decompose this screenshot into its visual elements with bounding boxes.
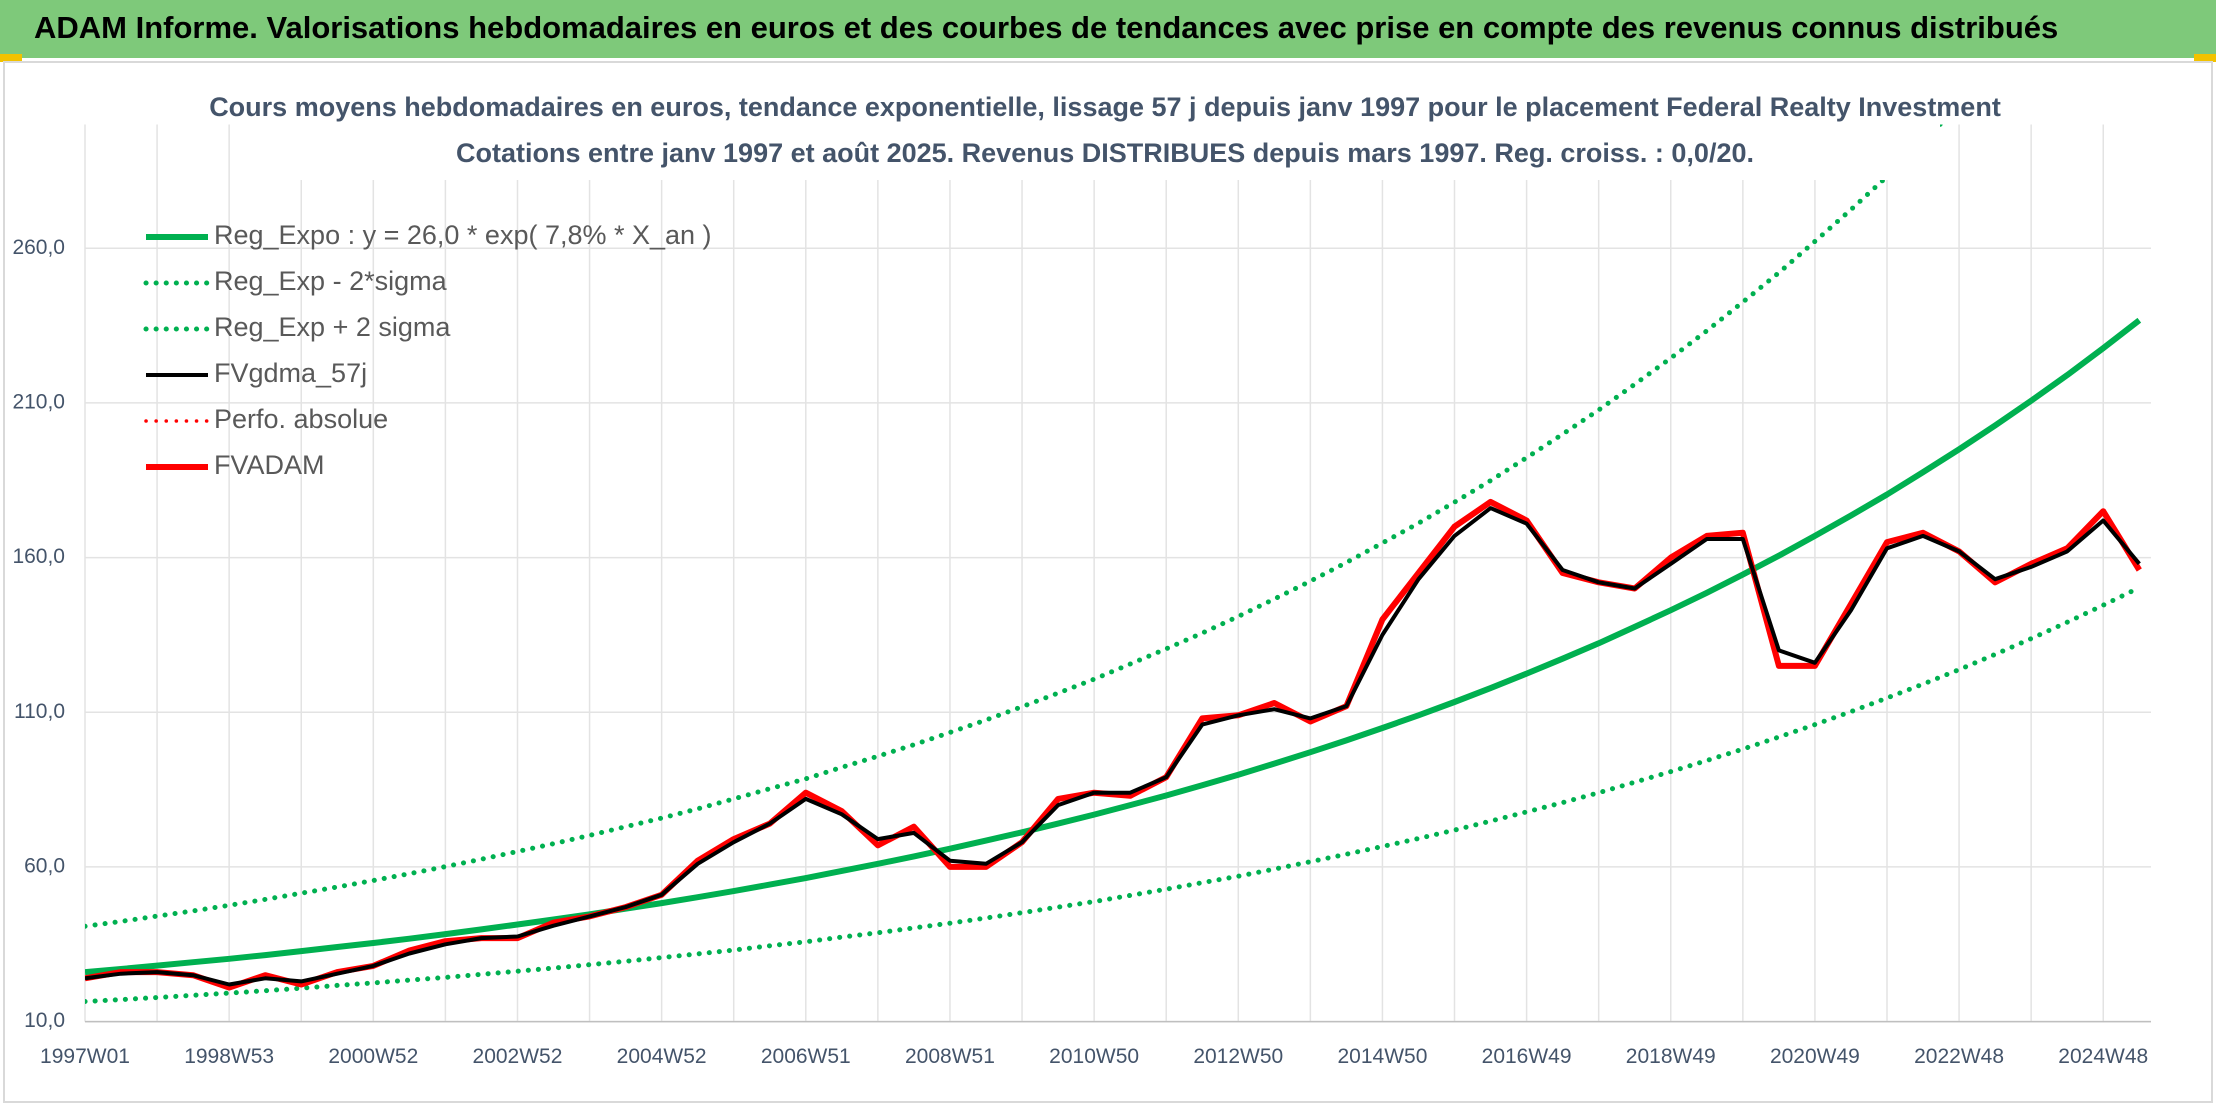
- chart-title: Cours moyens hebdomadaires en euros, ten…: [209, 92, 2001, 122]
- x-tick-label: 2022W48: [1914, 1045, 2004, 1068]
- series-line: [85, 124, 1944, 929]
- header-title: ADAM Informe. Valorisations hebdomadaire…: [34, 10, 2058, 45]
- legend-label: Perfo. absolue: [214, 404, 388, 434]
- legend-label: Reg_Exp - 2*sigma: [214, 266, 448, 296]
- chart-subtitle: Cotations entre janv 1997 et août 2025. …: [456, 138, 1754, 168]
- legend-label: Reg_Exp + 2 sigma: [214, 312, 451, 342]
- plot: 10,0 60,0 110,0 160,0 210,0 260,0 1997W01 1998W…: [12, 124, 2151, 1068]
- x-tick-label: 2024W48: [2058, 1045, 2148, 1068]
- x-tick-label: 2006W51: [761, 1045, 851, 1068]
- series-line: [85, 585, 2142, 1004]
- x-tick-label: 2008W51: [905, 1045, 995, 1068]
- legend-label: FVgdma_57j: [214, 358, 367, 388]
- y-tick-label: 160,0: [12, 545, 65, 568]
- y-tick-label: 210,0: [12, 390, 65, 413]
- legend-label: Reg_Expo : y = 26,0 * exp( 7,8% * X_an ): [214, 220, 712, 250]
- legend-label: FVADAM: [214, 450, 325, 480]
- series-line: [85, 506, 2141, 987]
- x-tick-label: 2004W52: [617, 1045, 707, 1068]
- header-bar: [0, 0, 2216, 58]
- y-tick-label: 60,0: [24, 854, 65, 877]
- x-tick-label: 2020W49: [1770, 1045, 1860, 1068]
- x-tick-label: 1997W01: [40, 1045, 130, 1068]
- legend: Reg_Expo : y = 26,0 * exp( 7,8% * X_an )…: [143, 220, 712, 480]
- x-tick-label: 1998W53: [184, 1045, 274, 1068]
- chart-frame: [3, 61, 2213, 1103]
- y-tick-label: 10,0: [24, 1009, 65, 1032]
- series-line: [85, 317, 2142, 976]
- title-box: [268, 88, 1940, 180]
- x-tick-label: 2018W49: [1626, 1045, 1716, 1068]
- x-tick-label: 2000W52: [328, 1045, 418, 1068]
- x-tick-label: 2012W50: [1193, 1045, 1283, 1068]
- corner-mark: [0, 54, 22, 62]
- x-tick-label: 2016W49: [1482, 1045, 1572, 1068]
- x-tick-label: 2014W50: [1337, 1045, 1427, 1068]
- y-tick-label: 110,0: [14, 700, 65, 723]
- x-tick-label: 2002W52: [473, 1045, 563, 1068]
- corner-mark: [2194, 54, 2216, 62]
- x-tick-label: 2010W50: [1049, 1045, 1139, 1068]
- y-tick-label: 260,0: [12, 236, 65, 259]
